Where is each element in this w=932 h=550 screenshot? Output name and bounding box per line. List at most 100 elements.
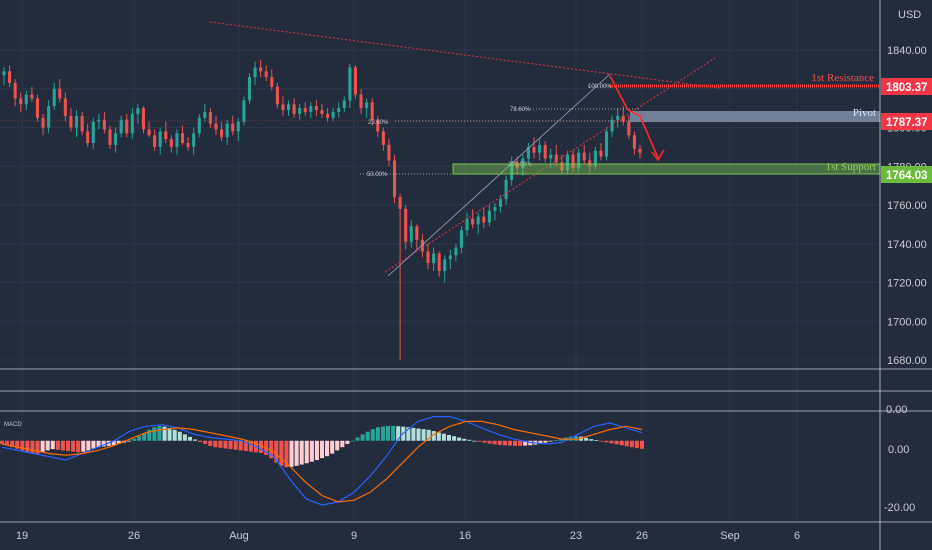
macd-histogram-bar [187,436,192,441]
candle-body [114,133,118,145]
macd-histogram-bar [284,440,289,468]
resistance-price-tag[interactable]: 1803.37 [881,78,932,95]
pivot-zone[interactable]: Pivot [630,107,880,122]
fib-label-50: 50.00% [367,172,388,178]
candle-body [47,106,51,128]
macd-histogram-bar [81,440,86,452]
macd-histogram-bar [452,436,457,441]
time-axis[interactable]: 19 26 Aug 9 16 23 26 Sep 6 [16,530,800,542]
candle-body [314,106,318,111]
candle-body [41,117,45,128]
macd-histogram-bar [101,440,106,447]
svg-text:1787.37: 1787.37 [886,117,928,129]
macd-histogram-bar [60,440,65,451]
macd-histogram-bar [634,440,639,449]
macd-histogram-bar [182,434,187,441]
macd-histogram-bar [421,429,426,441]
candle-body [610,119,614,132]
candle-body [504,179,508,200]
macd-histogram-bar [411,427,416,441]
candle-body [169,139,173,147]
price-tick: 1680.00 [887,355,927,367]
candle-body [487,210,491,223]
candle-body [588,160,592,167]
time-tick: 6 [794,530,800,542]
projection-arrow[interactable] [609,75,665,162]
candle-body [69,115,73,128]
macd-histogram-bar [340,440,345,448]
macd-histogram-bar [330,440,335,454]
macd-histogram-bar [213,440,218,448]
macd-histogram-bar [386,425,391,441]
candle-body [158,131,162,147]
candle-body [192,133,196,147]
support-price-tag[interactable]: 1764.03 [881,166,932,183]
macd-histogram-bar [553,440,558,441]
macd-histogram-bar [594,440,599,441]
fib-extension-line[interactable] [387,73,611,277]
candle-body [236,121,240,132]
candle-body [404,208,408,242]
candle-body [136,108,140,114]
pivot-price-tag[interactable]: 1787.37 [881,113,932,130]
candle-body [303,108,307,112]
candle-body [459,230,464,248]
macd-histogram-bar [5,440,10,446]
price-tick: 1700.00 [887,316,927,328]
svg-text:1803.37: 1803.37 [886,82,928,94]
candle-body [19,98,23,105]
macd-pane[interactable] [0,416,645,506]
arrow-head-icon [651,149,665,162]
macd-histogram-bar [126,440,132,442]
macd-histogram-bar [558,438,563,441]
macd-histogram-bar [406,427,411,441]
macd-histogram-bar [467,439,472,441]
macd-histogram-bar [91,440,96,449]
macd-histogram-bar [629,440,634,448]
resistance-zone[interactable]: 1st Resistance [610,72,880,88]
descending-trendline[interactable] [209,21,721,89]
macd-histogram-bar [355,437,360,441]
ascending-trendline[interactable] [384,57,716,273]
macd-histogram-bar [436,432,441,441]
grid [0,0,880,522]
macd-histogram-bar [350,440,355,442]
macd-histogram-bar [614,440,619,445]
macd-histogram-bar [512,440,518,446]
macd-histogram-bar [446,434,452,441]
candle-body [197,117,201,134]
macd-histogram-bar [360,434,365,441]
macd-histogram-bar [116,440,121,444]
candle-body [632,135,636,149]
currency-label: USD [898,9,921,21]
candle-body [415,226,419,240]
macd-histogram-bar [269,440,274,459]
candle-body [571,154,575,169]
macd-histogram-bar [492,440,497,445]
macd-histogram-bar [477,440,482,442]
macd-histogram-bar [294,440,299,466]
macd-histogram-bar [203,440,208,444]
candle-body [342,100,346,109]
macd-histogram-bar [15,440,20,449]
macd-histogram-bar [345,440,350,444]
macd-histogram-bar [96,440,101,448]
candle-body [432,253,436,264]
candle-body [91,121,95,143]
candle-body [320,110,324,114]
time-tick: 26 [128,530,140,542]
fib-label-200: 200.00% [508,162,532,168]
candle-body [476,216,480,225]
macd-histogram-bar [391,425,396,441]
support-zone[interactable]: 1st Support [452,161,881,175]
macd-histogram-bar [259,440,264,453]
candle-body [521,158,525,169]
candle-body [175,133,179,147]
candle-body [448,255,452,260]
candle-body [203,112,207,118]
candle-body [577,152,581,169]
candle-body [337,108,341,112]
